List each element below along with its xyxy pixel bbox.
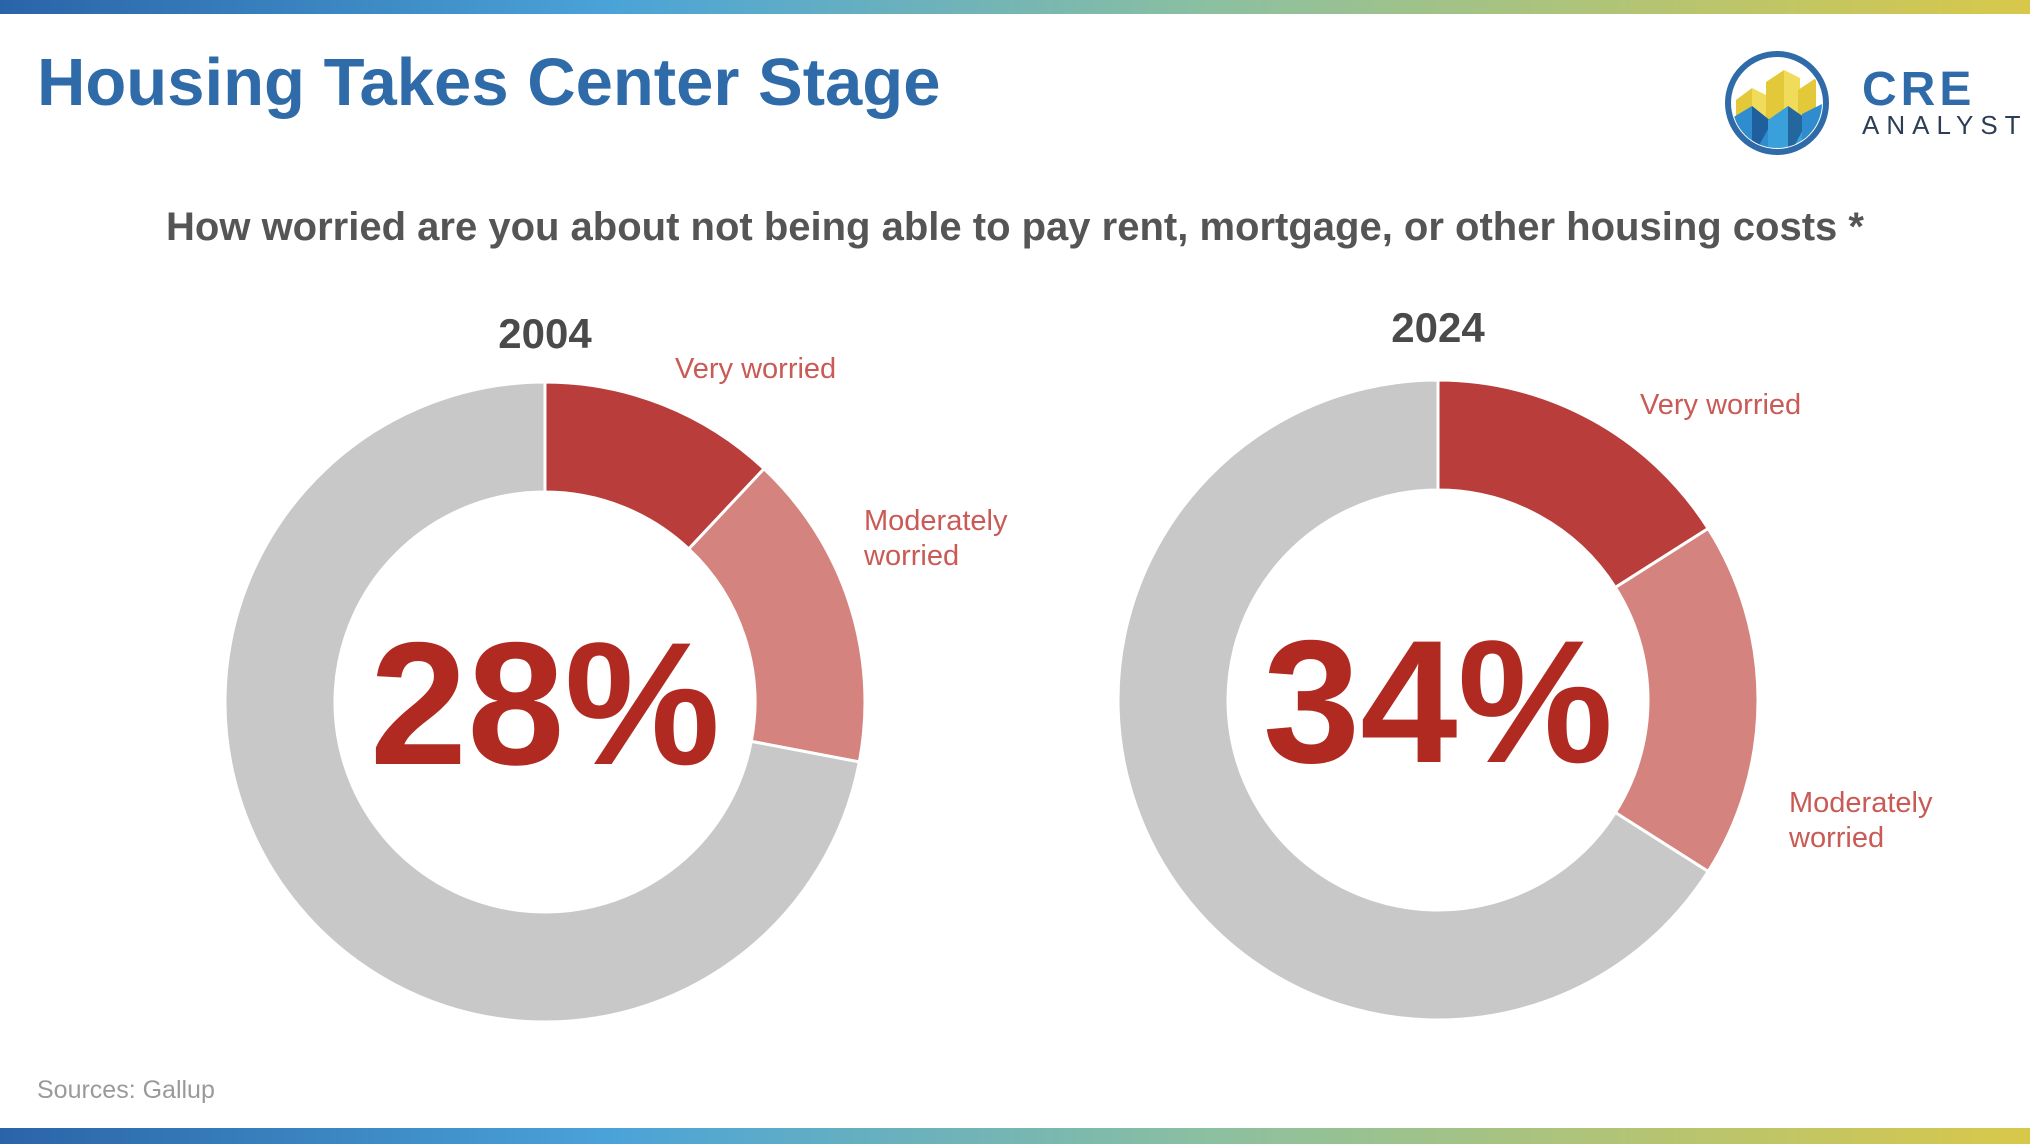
slice-label: Moderately worried (863, 505, 1008, 572)
slice-label: Very worried (675, 353, 836, 385)
page-title: Housing Takes Center Stage (37, 45, 941, 120)
logo-name: CRE (1862, 63, 1976, 116)
logo-tagline: ANALYST (1862, 110, 2028, 140)
top-gradient-bar (0, 0, 2030, 14)
bottom-gradient-bar (0, 1128, 2030, 1144)
chart-subtitle: How worried are you about not being able… (166, 205, 1864, 249)
slice-label: Moderately worried (1788, 787, 1933, 854)
donut-slice-other (1116, 378, 1711, 1022)
donut-chart-2024: 2024 34% Very worried Moderately worried (1116, 304, 1933, 1022)
donut-slice-moderately-worried (1613, 526, 1760, 874)
chart-year-title: 2004 (498, 310, 592, 357)
center-percent-label: 28% (370, 607, 720, 802)
center-percent-label: 34% (1263, 605, 1613, 800)
donut-slice-other (223, 380, 862, 1024)
chart-year-title: 2024 (1391, 304, 1485, 351)
slice-label: Very worried (1640, 389, 1801, 421)
cre-analyst-logo: CRE ANALYST (1722, 48, 2022, 158)
sources-note: Sources: Gallup (37, 1076, 215, 1104)
donut-chart-2004: 2004 28% Very worried Moderately worried (223, 310, 1008, 1024)
logo-mark-icon (1725, 51, 1829, 155)
